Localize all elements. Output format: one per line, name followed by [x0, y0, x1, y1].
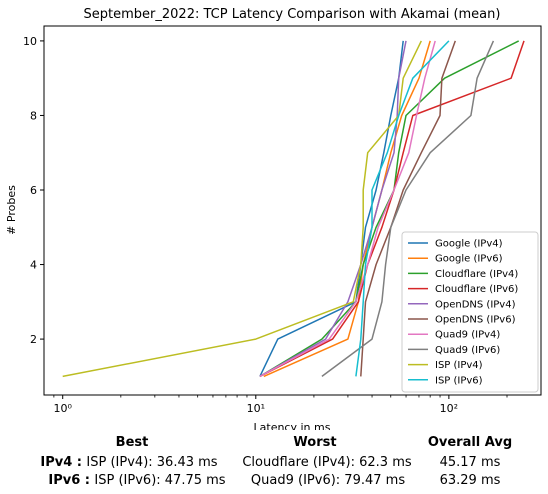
legend-label: Cloudflare (IPv4): [435, 269, 518, 280]
x-tick-label: 10¹: [247, 402, 265, 415]
ipv4-row-label: IPv4 :: [40, 455, 82, 470]
legend-label: OpenDNS (IPv6): [435, 315, 516, 326]
stats-table: Best Worst Overall Avg IPv4 : ISP (IPv4)…: [0, 432, 548, 492]
ipv6-row-label: IPv6 :: [48, 473, 90, 488]
legend-label: ISP (IPv4): [435, 360, 483, 371]
x-tick-label: 10⁰: [54, 402, 73, 415]
best-header: Best: [116, 435, 149, 450]
legend-label: Quad9 (IPv4): [435, 330, 500, 341]
ipv4-avg: 45.17 ms: [440, 455, 501, 470]
legend-label: OpenDNS (IPv4): [435, 299, 516, 310]
ipv6-best: ISP (IPv6): 47.75 ms: [94, 473, 225, 488]
latency-chart: September_2022: TCP Latency Comparison w…: [0, 0, 548, 430]
y-tick-label: 6: [30, 184, 37, 197]
ipv6-avg: 63.29 ms: [440, 473, 501, 488]
y-tick-label: 2: [30, 333, 37, 346]
y-tick-label: 4: [30, 259, 37, 272]
legend-label: Google (IPv6): [435, 254, 503, 265]
legend-label: Cloudflare (IPv6): [435, 284, 518, 295]
y-axis-label: # Probes: [5, 185, 18, 235]
series-line-isp-ipv4: [63, 41, 422, 377]
ipv6-worst: Quad9 (IPv6): 79.47 ms: [251, 473, 405, 488]
legend-label: Google (IPv4): [435, 239, 503, 250]
y-tick-label: 8: [30, 109, 37, 122]
ipv4-worst: Cloudflare (IPv4): 62.3 ms: [242, 455, 411, 470]
worst-header: Worst: [293, 435, 336, 450]
ipv4-best: ISP (IPv4): 36.43 ms: [86, 455, 217, 470]
x-axis-label: Latency in ms: [254, 421, 331, 430]
legend-label: Quad9 (IPv6): [435, 345, 500, 356]
chart-title: September_2022: TCP Latency Comparison w…: [84, 7, 501, 22]
series-line-opendns-ipv4: [260, 41, 406, 377]
overall-avg-header: Overall Avg: [428, 435, 512, 450]
legend-label: ISP (IPv6): [435, 375, 483, 386]
series-line-google-ipv4: [260, 41, 403, 377]
x-tick-label: 10²: [440, 402, 458, 415]
chart-legend: Google (IPv4) Google (IPv6) Cloudflare (IP…: [402, 232, 538, 392]
y-tick-label: 10: [23, 35, 37, 48]
